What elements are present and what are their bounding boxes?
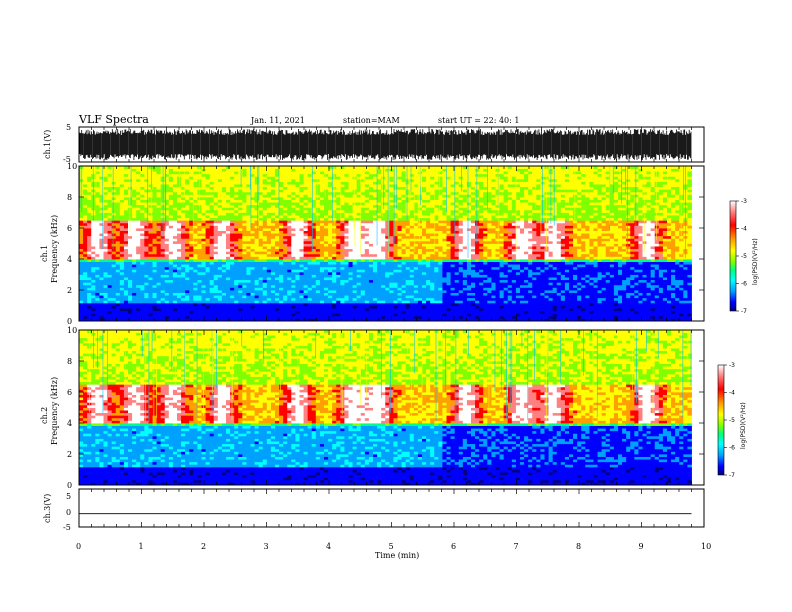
freq-tick-label: 10 (67, 326, 77, 335)
freq-tick-label: 0 (67, 481, 72, 490)
ch3-ytick-neg5: -5 (63, 523, 71, 532)
header-date: Jan. 11, 2021 (250, 116, 305, 125)
colorbar-tick-label: -3 (741, 198, 747, 205)
freq-tick-label: 8 (67, 193, 72, 202)
colorbar-tick-label: -5 (729, 417, 735, 424)
ch3-ytick-0: 0 (66, 508, 71, 517)
x-tick-label: 6 (451, 542, 456, 551)
freq-tick-label: 2 (67, 450, 72, 459)
x-tick-label: 1 (139, 542, 144, 551)
ch3-waveform-ylabel: ch.3(V) (43, 494, 52, 523)
x-tick-label: 2 (201, 542, 206, 551)
ch1-waveform-trace (79, 129, 691, 160)
x-axis-tick-labels: 0 1 2 3 4 5 6 7 8 9 10 (76, 542, 711, 551)
ch3-waveform-panel: 5 -5 ch.3(V) 0 (43, 489, 704, 532)
x-tick-label: 9 (639, 542, 644, 551)
colorbar-tick-label: -5 (741, 253, 747, 260)
figure-title: VLF Spectra (78, 113, 149, 126)
x-tick-label: 7 (514, 542, 519, 551)
ch2-spectrogram-ylabel-channel: ch.2 (40, 407, 49, 424)
x-tick-label: 10 (701, 542, 711, 551)
colorbar-tick-label: -3 (729, 362, 735, 369)
ch1-waveform-panel: 5 -5 ch.1(V) (43, 123, 704, 164)
colorbar-tick-label: -6 (729, 445, 735, 452)
x-axis-label: Time (min) (375, 551, 419, 560)
ch1-spectrogram-ylabel-channel: ch.1 (40, 245, 49, 262)
header-station: station=MAM (343, 116, 400, 125)
ch1-spectrogram-ylabel-frequency: Frequency (kHz) (50, 215, 59, 283)
colorbar-tick-label: -4 (729, 390, 735, 397)
ch1-ytick-5: 5 (66, 123, 71, 132)
header-start-time: start UT = 22: 40: 1 (438, 116, 519, 125)
x-tick-label: 8 (576, 542, 581, 551)
ch2-colorbar-label: log(PSD)(V²/Hz) (740, 402, 747, 449)
freq-tick-label: 8 (67, 357, 72, 366)
ch2-spectrogram-image (79, 330, 692, 485)
freq-tick-label: 6 (67, 224, 72, 233)
ch1-colorbar (730, 201, 736, 311)
x-tick-label: 0 (76, 542, 81, 551)
ch1-waveform-ylabel: ch.1(V) (43, 130, 52, 159)
ch1-colorbar-label: log(PSD)(V²/Hz) (752, 238, 759, 285)
freq-tick-label: 4 (67, 419, 72, 428)
colorbar-tick-label: -7 (741, 308, 747, 315)
ch2-colorbar (718, 365, 724, 475)
colorbar-tick-label: -4 (741, 226, 747, 233)
freq-tick-label: 0 (67, 317, 72, 326)
freq-tick-label: 10 (67, 162, 77, 171)
colorbar-tick-label: -7 (729, 472, 735, 479)
x-tick-label: 5 (389, 542, 394, 551)
x-tick-label: 4 (326, 542, 331, 551)
x-tick-label: 3 (264, 542, 269, 551)
ch3-waveform-frame (79, 489, 704, 527)
ch1-spectrogram-image (79, 166, 692, 321)
freq-tick-label: 2 (67, 286, 72, 295)
colorbar-tick-label: -6 (741, 281, 747, 288)
freq-tick-label: 4 (67, 255, 72, 264)
ch2-spectrogram-ylabel-frequency: Frequency (kHz) (50, 377, 59, 445)
ch3-ytick-5: 5 (66, 492, 71, 501)
freq-tick-label: 6 (67, 388, 72, 397)
